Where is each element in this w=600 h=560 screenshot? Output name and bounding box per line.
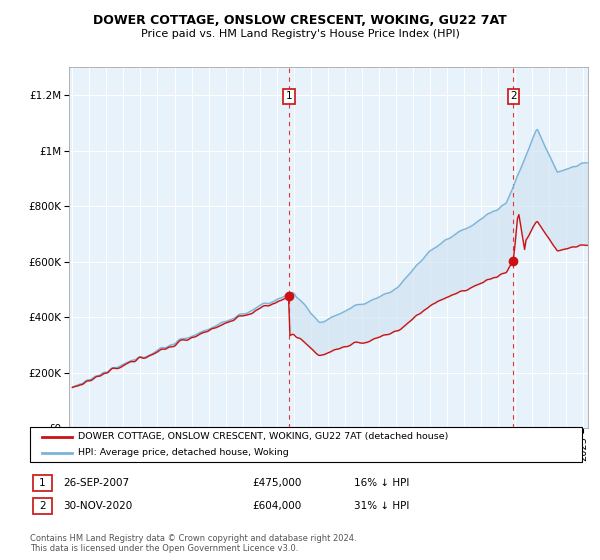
Text: 30-NOV-2020: 30-NOV-2020 [63, 501, 132, 511]
Text: HPI: Average price, detached house, Woking: HPI: Average price, detached house, Woki… [78, 448, 289, 457]
Text: 1: 1 [39, 478, 46, 488]
Text: Price paid vs. HM Land Registry's House Price Index (HPI): Price paid vs. HM Land Registry's House … [140, 29, 460, 39]
Text: 16% ↓ HPI: 16% ↓ HPI [354, 478, 409, 488]
Text: 31% ↓ HPI: 31% ↓ HPI [354, 501, 409, 511]
Text: £475,000: £475,000 [252, 478, 301, 488]
Text: 26-SEP-2007: 26-SEP-2007 [63, 478, 129, 488]
Text: 1: 1 [286, 91, 293, 101]
Text: 2: 2 [39, 501, 46, 511]
Text: 2: 2 [510, 91, 517, 101]
Text: £604,000: £604,000 [252, 501, 301, 511]
Text: DOWER COTTAGE, ONSLOW CRESCENT, WOKING, GU22 7AT (detached house): DOWER COTTAGE, ONSLOW CRESCENT, WOKING, … [78, 432, 448, 441]
Text: DOWER COTTAGE, ONSLOW CRESCENT, WOKING, GU22 7AT: DOWER COTTAGE, ONSLOW CRESCENT, WOKING, … [93, 14, 507, 27]
Text: Contains HM Land Registry data © Crown copyright and database right 2024.
This d: Contains HM Land Registry data © Crown c… [30, 534, 356, 553]
